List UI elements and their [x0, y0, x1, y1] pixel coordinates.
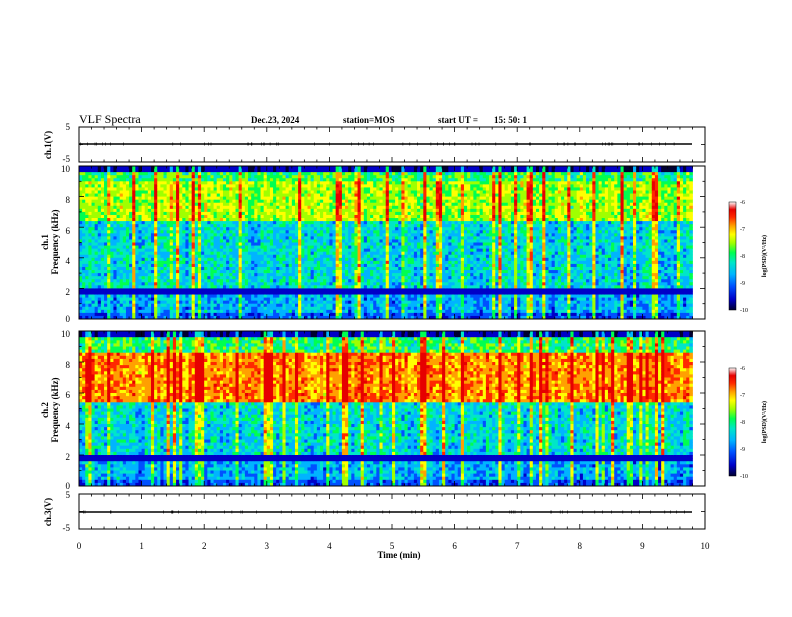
ch1-colorbar — [729, 202, 736, 310]
xtick-9: 9 — [640, 541, 645, 551]
ch1-ftick-8: 8 — [66, 195, 71, 205]
ch2-ftick-4: 4 — [66, 421, 71, 431]
xtick-3: 3 — [265, 541, 270, 551]
ch2-spectrogram-channel-label: ch.2 — [40, 402, 50, 418]
ch1-cb-tick-6: -6 — [740, 200, 745, 206]
xtick-2: 2 — [202, 541, 207, 551]
ch2-spectrogram-ylabel: Frequency (kHz) — [50, 377, 60, 442]
ch2-colorbar-label: log(PSD)(V²/Hz) — [761, 401, 768, 443]
ch1-ftick-6: 6 — [66, 226, 71, 236]
figure-title: VLF Spectra — [79, 112, 141, 126]
time-axis: 0 1 2 3 4 5 6 7 8 9 10 Time (min) — [77, 541, 710, 560]
ch1-spectrogram-panel: 0 2 4 6 8 10 ch.1 Frequency (kHz) -6 -7 … — [40, 164, 768, 324]
ch1-colorbar-label: log(PSD)(V²/Hz) — [761, 235, 768, 277]
ch2-cb-tick-10: -10 — [740, 474, 748, 480]
ch2-colorbar — [729, 368, 736, 476]
ch2-spectrogram-image — [79, 331, 693, 486]
ch1-ytick-top: 5 — [66, 122, 71, 132]
xtick-4: 4 — [327, 541, 332, 551]
ch2-ftick-10: 10 — [61, 329, 71, 339]
ch2-spectrogram-panel: 0 2 4 6 8 10 ch.2 Frequency (kHz) -6 -7 … — [40, 329, 768, 491]
header-date: Dec.23, 2024 — [251, 115, 300, 125]
header-start-time: 15: 50: 1 — [494, 115, 527, 125]
header-start-label: start UT = — [438, 115, 478, 125]
xtick-8: 8 — [578, 541, 583, 551]
ch2-ftick-2: 2 — [66, 452, 71, 462]
ch2-cb-tick-9: -9 — [740, 447, 745, 453]
ch1-cb-tick-9: -9 — [740, 281, 745, 287]
ch1-cb-tick-8: -8 — [740, 254, 745, 260]
ch3-ytick-bottom: -5 — [63, 523, 71, 533]
ch1-voltage-ylabel: ch.1(V) — [43, 131, 53, 159]
ch1-cb-tick-7: -7 — [740, 227, 745, 233]
header-station: station=MOS — [343, 115, 395, 125]
ch1-ytick-bottom: -5 — [63, 154, 71, 164]
ch2-ftick-6: 6 — [66, 390, 71, 400]
xtick-6: 6 — [452, 541, 457, 551]
ch1-spectrogram-image — [79, 166, 693, 319]
ch1-cb-tick-10: -10 — [740, 308, 748, 314]
ch3-voltage-ylabel: ch.3(V) — [43, 498, 53, 526]
ch2-ftick-8: 8 — [66, 360, 71, 370]
ch1-spectrogram-ylabel: Frequency (kHz) — [50, 209, 60, 274]
ch2-cb-tick-8: -8 — [740, 420, 745, 426]
ch2-cb-tick-7: -7 — [740, 393, 745, 399]
ch3-ytick-top: 5 — [66, 490, 71, 500]
ch3-voltage-panel: 5 -5 ch.3(V) — [43, 490, 705, 533]
ch1-ftick-0: 0 — [66, 314, 71, 324]
time-axis-label: Time (min) — [377, 550, 420, 560]
ch1-ftick-10: 10 — [61, 164, 71, 174]
xtick-0: 0 — [77, 541, 82, 551]
ch1-ftick-4: 4 — [66, 256, 71, 266]
ch1-ftick-2: 2 — [66, 287, 71, 297]
xtick-10: 10 — [701, 541, 711, 551]
ch1-voltage-panel: 5 -5 ch.1(V) — [43, 122, 705, 164]
xtick-7: 7 — [515, 541, 520, 551]
ch2-cb-tick-6: -6 — [740, 366, 745, 372]
ch1-spectrogram-channel-label: ch.1 — [40, 234, 50, 250]
xtick-1: 1 — [139, 541, 144, 551]
